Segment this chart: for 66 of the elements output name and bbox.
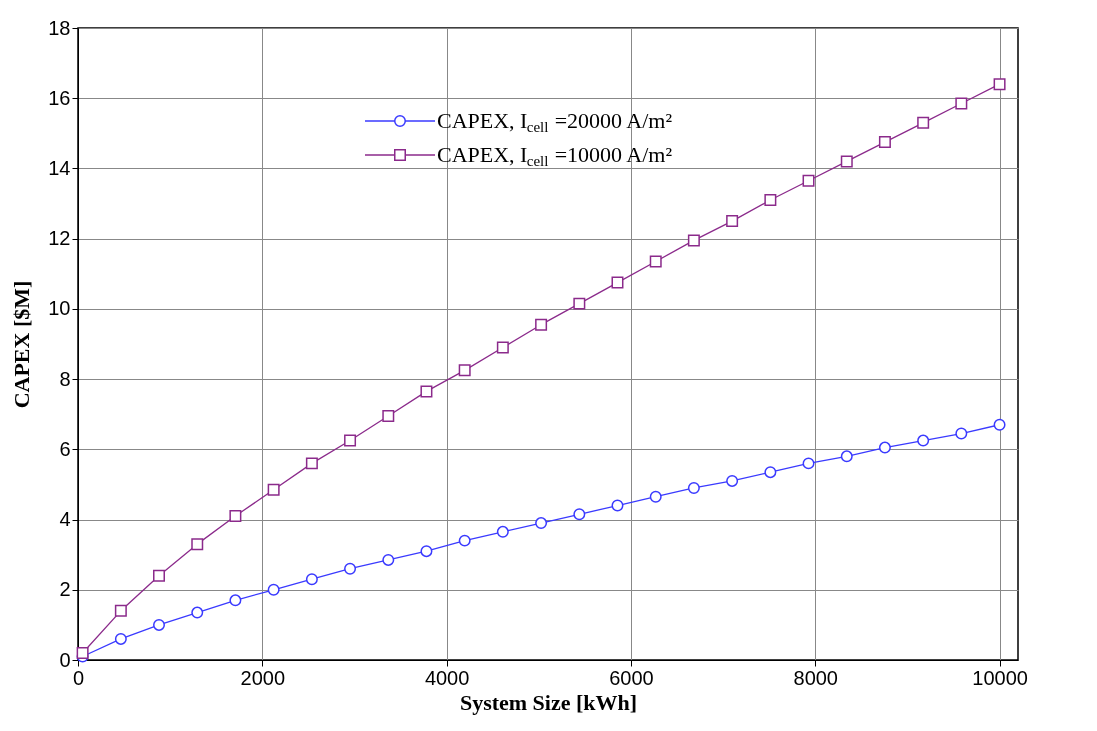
point — [955, 97, 968, 110]
point — [535, 318, 548, 331]
point — [993, 418, 1006, 431]
point — [305, 457, 318, 470]
point — [917, 116, 930, 129]
point — [382, 409, 395, 422]
x-tick-label: 2000 — [240, 666, 286, 689]
point — [496, 525, 509, 538]
x-axis-title: System Size [kWh] — [459, 689, 638, 715]
y-tick-label: 8 — [59, 367, 71, 390]
point — [191, 538, 204, 551]
point — [611, 499, 624, 512]
y-tick-label: 16 — [48, 86, 71, 109]
point — [917, 434, 930, 447]
point — [573, 297, 586, 310]
y-tick-label: 4 — [59, 508, 71, 531]
point — [878, 441, 891, 454]
point — [344, 562, 357, 575]
point — [267, 483, 280, 496]
point — [305, 573, 318, 586]
point — [878, 136, 891, 149]
y-tick-label: 14 — [48, 156, 71, 179]
point — [496, 341, 509, 354]
x-tick-label: 6000 — [609, 666, 654, 689]
point — [153, 618, 165, 631]
y-tick-label: 2 — [59, 578, 71, 601]
point — [649, 255, 662, 268]
point — [191, 606, 204, 619]
y-tick-label: 0 — [59, 648, 71, 671]
point — [76, 646, 89, 659]
y-tick-label: 12 — [48, 227, 71, 250]
point — [153, 569, 165, 582]
y-tick-label: 10 — [48, 297, 71, 320]
point — [535, 517, 548, 530]
point — [114, 632, 127, 645]
x-tick-label: 10000 — [972, 666, 1028, 689]
point — [267, 583, 280, 596]
y-axis-title: CAPEX [$M] — [9, 280, 35, 409]
point — [458, 534, 471, 547]
x-tick-label: 8000 — [793, 666, 838, 689]
point — [802, 457, 815, 470]
point — [114, 604, 127, 617]
point — [955, 427, 968, 440]
point — [382, 553, 395, 566]
point — [229, 594, 242, 607]
x-tick-label: 4000 — [424, 666, 470, 689]
point — [420, 545, 433, 558]
point — [764, 194, 777, 207]
y-tick-label: 18 — [48, 16, 71, 39]
point — [420, 385, 433, 398]
point — [840, 155, 853, 168]
point — [573, 508, 586, 521]
point — [649, 490, 662, 503]
point — [840, 450, 853, 463]
point — [726, 474, 739, 487]
point — [611, 276, 624, 289]
point — [726, 215, 739, 228]
y-tick-label: 6 — [59, 437, 71, 460]
point — [458, 364, 471, 377]
point — [993, 78, 1006, 91]
point — [687, 234, 700, 247]
point — [344, 434, 357, 447]
point — [229, 510, 242, 523]
point — [764, 466, 777, 479]
point — [687, 481, 700, 494]
point — [802, 174, 815, 187]
